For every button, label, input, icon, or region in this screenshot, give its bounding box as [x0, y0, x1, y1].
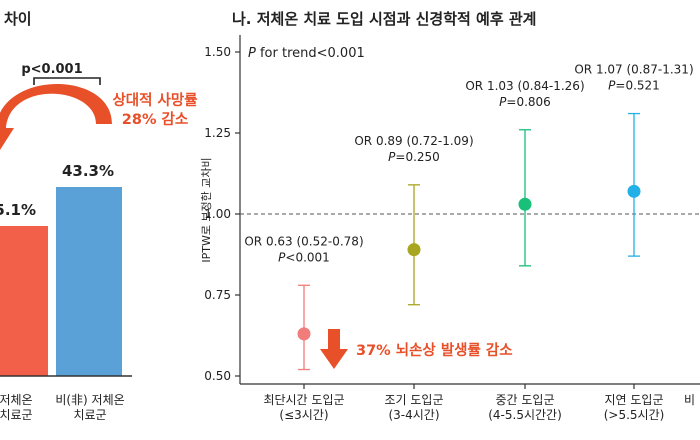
x-tick-label-line1: 조기 도입군 [384, 393, 443, 407]
p-value: <0.001 [285, 250, 329, 264]
left-panel-title: 차이 [4, 10, 32, 28]
y-tick-label: 1.25 [204, 126, 231, 140]
curved-arrow-icon [0, 84, 112, 150]
y-tick-label: 0.75 [204, 288, 231, 302]
or-point [518, 197, 532, 211]
x-tick-label-line1: 지연 도입군 [604, 393, 663, 407]
forest-plot: 0.50 0.75 1.00 1.25 1.50 OR 0.63 (0.52-0.78)… [204, 35, 700, 422]
pvalue-bracket [33, 77, 101, 85]
brain-damage-annotation: 37% 뇌손상 발생률 감소 [356, 341, 513, 359]
p-label: P=0.521 [608, 79, 660, 93]
trend-text: for trend<0.001 [256, 46, 365, 61]
x-tick-labels: 최단시간 도입군(≤3시간) 조기 도입군(3-4시간) 중간 도입군(4-5.5시… [263, 384, 664, 422]
p-letter: P [278, 250, 286, 264]
x-tick-label-line2: (>5.5시간) [604, 408, 665, 422]
y-tick-label: 1.50 [204, 45, 231, 59]
left-annotation-line2: 28% 감소 [122, 110, 188, 128]
p-label: P=0.806 [499, 95, 551, 109]
or-label: OR 1.07 (0.87-1.31) [574, 63, 693, 77]
or-point [297, 327, 311, 341]
bar-value-hypothermia: 45.1% [0, 201, 36, 219]
or-label: OR 1.03 (0.84-1.26) [465, 79, 584, 93]
bar-hypothermia [0, 226, 48, 376]
y-tick-label: 0.50 [204, 369, 231, 383]
x-tick-label-line2: (4-5.5시간간) [488, 408, 562, 422]
y-tick-label: 1.00 [204, 207, 231, 221]
p-value: =0.521 [615, 79, 659, 93]
p-value: =0.806 [506, 95, 550, 109]
p-letter: P [388, 150, 396, 164]
x-tick-label-line1: 최단시간 도입군 [263, 393, 344, 407]
p-label: P<0.001 [278, 250, 330, 264]
y-axis-label: IPTW로 보정한 교차비 [200, 157, 213, 262]
left-panel: 차이 p<0.001 상대적 사망률 28% 감소 45.1% 43.3% 저체… [0, 10, 198, 422]
or-label: OR 0.63 (0.52-0.78) [244, 234, 363, 248]
trend-label: P for trend<0.001 [248, 46, 365, 61]
right-panel: 나. 저체온 치료 도입 시점과 신경학적 예후 관계 0.50 0.75 1.00… [200, 10, 700, 422]
bar-label-non-hypothermia-2: 치료군 [73, 408, 106, 422]
or-label: OR 0.89 (0.72-1.09) [354, 134, 473, 148]
p-letter: P [499, 95, 507, 109]
bar-non-hypothermia [56, 187, 122, 376]
x-tick-label-line2: (3-4시간) [388, 408, 439, 422]
or-point [407, 243, 421, 257]
bar-label-hypothermia-1: 저체온 [0, 393, 33, 407]
down-arrow-icon [320, 329, 348, 369]
chart-title: 나. 저체온 치료 도입 시점과 신경학적 예후 관계 [232, 10, 536, 28]
x-tick-label-line1: 중간 도입군 [495, 393, 554, 407]
y-ticks: 0.50 0.75 1.00 1.25 1.50 [204, 45, 240, 383]
bar-label-hypothermia-2: 치료군 [0, 408, 33, 422]
p-value: =0.250 [395, 150, 439, 164]
bar-value-non-hypothermia: 43.3% [62, 162, 114, 180]
p-label: P=0.250 [388, 150, 440, 164]
pvalue-label: p<0.001 [21, 62, 82, 77]
p-letter: P [608, 79, 616, 93]
bar-label-non-hypothermia-1: 비(非) 저체온 [55, 393, 124, 407]
x-tick-label-cut: 비 [684, 393, 695, 407]
trend-p: P [248, 46, 256, 61]
left-annotation-line1: 상대적 사망률 [112, 91, 197, 109]
or-point [627, 184, 641, 198]
x-tick-label-line2: (≤3시간) [279, 408, 328, 422]
